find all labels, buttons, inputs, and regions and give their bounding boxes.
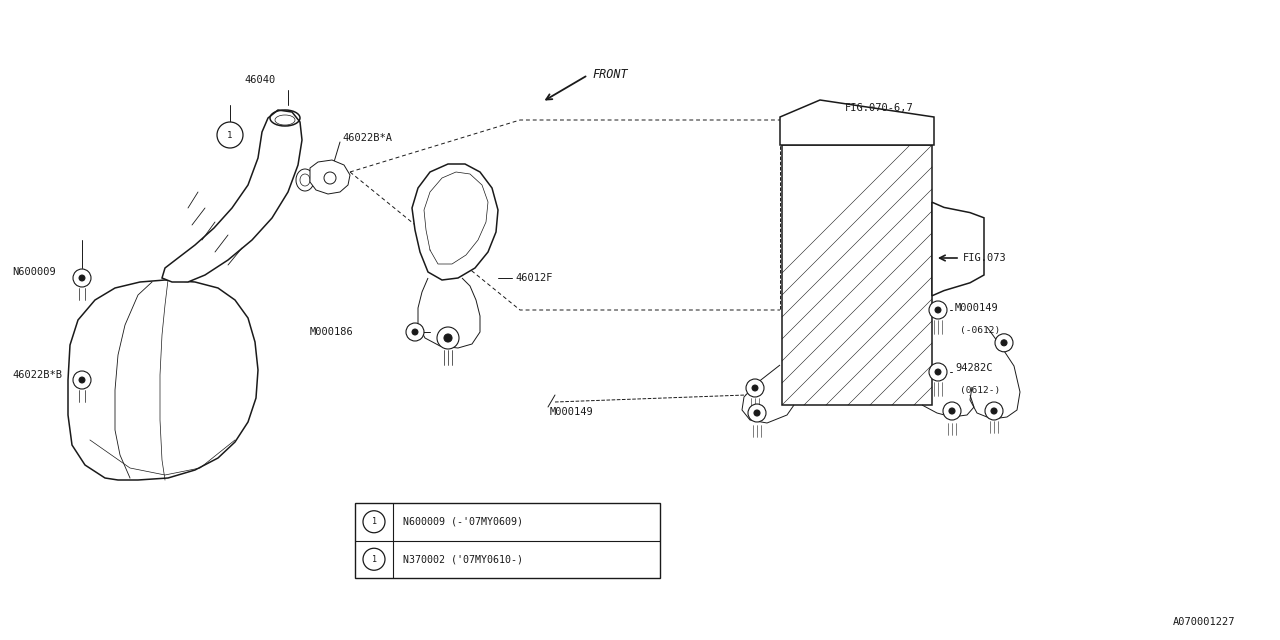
Circle shape xyxy=(1001,340,1007,346)
Circle shape xyxy=(406,323,424,341)
Text: 94282C: 94282C xyxy=(955,363,992,373)
Circle shape xyxy=(748,404,765,422)
Circle shape xyxy=(746,379,764,397)
Circle shape xyxy=(929,301,947,319)
Text: N600009: N600009 xyxy=(12,267,56,277)
Circle shape xyxy=(995,334,1012,352)
Polygon shape xyxy=(310,160,349,194)
Circle shape xyxy=(934,307,941,313)
Polygon shape xyxy=(163,110,302,282)
Polygon shape xyxy=(932,202,984,296)
Circle shape xyxy=(79,377,84,383)
Text: N370002 ('07MY0610-): N370002 ('07MY0610-) xyxy=(403,554,524,564)
Circle shape xyxy=(73,371,91,389)
Bar xyxy=(355,503,660,578)
Circle shape xyxy=(218,122,243,148)
Circle shape xyxy=(754,410,760,416)
Circle shape xyxy=(324,172,337,184)
Circle shape xyxy=(943,402,961,420)
Circle shape xyxy=(934,369,941,375)
Circle shape xyxy=(444,334,452,342)
Text: 46012F: 46012F xyxy=(515,273,553,283)
Circle shape xyxy=(73,269,91,287)
Circle shape xyxy=(929,363,947,381)
Circle shape xyxy=(753,385,758,391)
Text: M000149: M000149 xyxy=(550,407,594,417)
Text: 46022B*B: 46022B*B xyxy=(12,370,61,380)
Text: (-0612): (-0612) xyxy=(960,326,1000,335)
Circle shape xyxy=(364,548,385,570)
Polygon shape xyxy=(412,164,498,280)
Text: A070001227: A070001227 xyxy=(1172,617,1235,627)
Bar xyxy=(782,145,932,405)
Polygon shape xyxy=(68,280,259,480)
Text: 46022B*A: 46022B*A xyxy=(342,133,392,143)
Text: FIG.073: FIG.073 xyxy=(963,253,1007,263)
Text: N600009 (-'07MY0609): N600009 (-'07MY0609) xyxy=(403,516,524,527)
Text: M000149: M000149 xyxy=(955,303,998,313)
Text: (0612-): (0612-) xyxy=(960,385,1000,394)
Text: 1: 1 xyxy=(371,555,376,564)
Circle shape xyxy=(412,329,419,335)
Circle shape xyxy=(948,408,955,414)
Circle shape xyxy=(986,402,1004,420)
Text: FRONT: FRONT xyxy=(593,68,627,81)
Text: 1: 1 xyxy=(228,131,233,140)
Circle shape xyxy=(436,327,460,349)
Text: M000186: M000186 xyxy=(310,327,353,337)
Circle shape xyxy=(79,275,84,281)
Text: 1: 1 xyxy=(371,517,376,526)
Text: FIG.070-6,7: FIG.070-6,7 xyxy=(845,103,914,113)
Circle shape xyxy=(364,511,385,532)
Text: 46040: 46040 xyxy=(244,75,275,85)
Circle shape xyxy=(991,408,997,414)
Polygon shape xyxy=(780,100,934,145)
